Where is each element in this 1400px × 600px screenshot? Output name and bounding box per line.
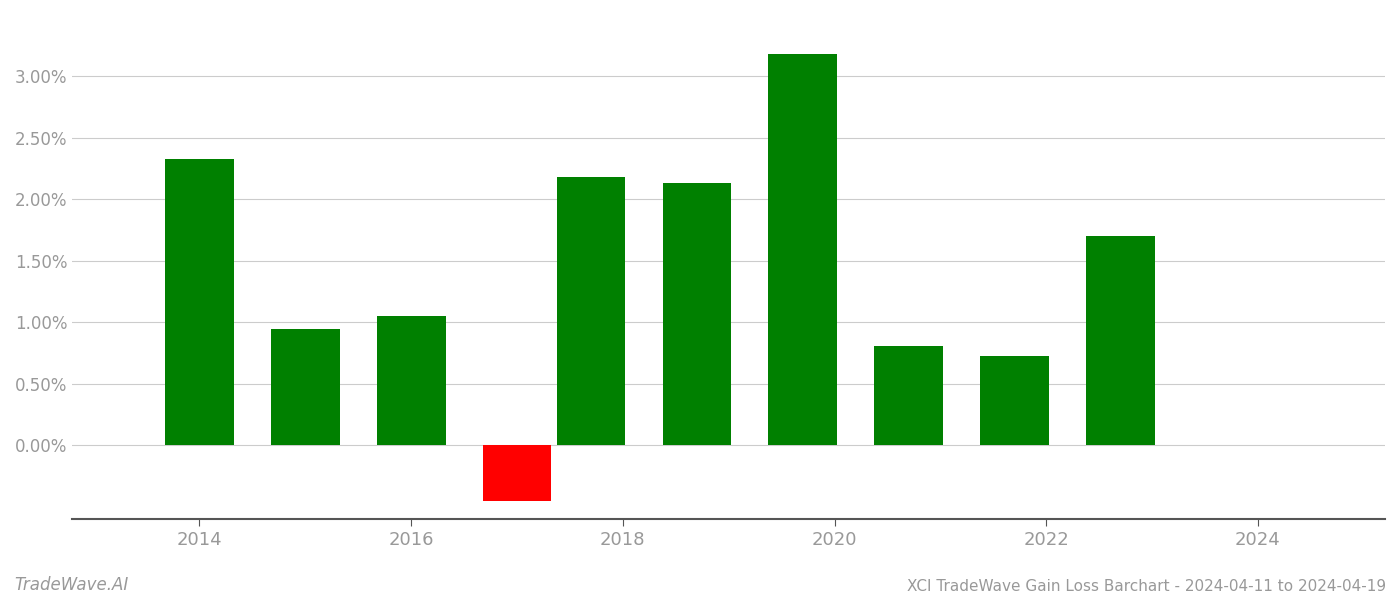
Bar xyxy=(377,316,445,445)
Bar xyxy=(483,445,552,501)
Bar xyxy=(1086,236,1155,445)
Bar xyxy=(662,184,731,445)
Bar xyxy=(769,55,837,445)
Bar xyxy=(980,356,1049,445)
Text: TradeWave.AI: TradeWave.AI xyxy=(14,576,129,594)
Bar xyxy=(557,178,626,445)
Bar xyxy=(165,159,234,445)
Bar xyxy=(874,346,944,445)
Bar xyxy=(270,329,340,445)
Text: XCI TradeWave Gain Loss Barchart - 2024-04-11 to 2024-04-19: XCI TradeWave Gain Loss Barchart - 2024-… xyxy=(907,579,1386,594)
